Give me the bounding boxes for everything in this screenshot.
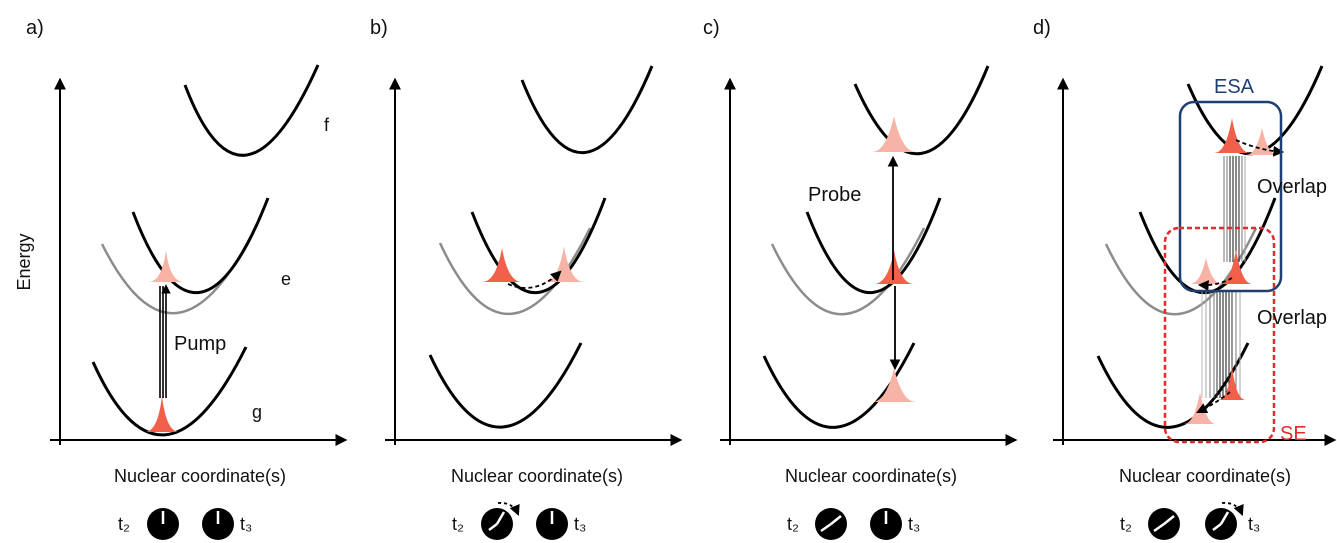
panel-b-motion-arrow — [507, 270, 562, 289]
panel-d-clock-t3-icon — [1205, 502, 1244, 540]
esa-box — [1178, 100, 1283, 293]
state-f-curve — [183, 64, 320, 157]
panel-b: b) Nuclear coordinate(s) t₂ t₃ — [370, 17, 683, 540]
se-overlap-stripes — [1201, 290, 1241, 398]
panel-a-x-axis-label: Nuclear coordinate(s) — [114, 466, 286, 486]
panel-c-wavepacket-g — [872, 368, 916, 402]
se-motion-arrow — [1196, 391, 1231, 413]
panel-c-wavepacket-f — [872, 116, 916, 152]
panel-d-letter: d) — [1033, 17, 1051, 39]
panel-b-clock-t3-icon — [536, 508, 568, 540]
overlap-label-lower: Overlap — [1257, 307, 1327, 329]
panel-c-t3-label: t₃ — [908, 514, 920, 534]
probe-label: Probe — [808, 184, 861, 206]
panel-d-wavepacket-f-light — [1246, 128, 1278, 155]
panel-a-clock-t3-icon — [202, 508, 234, 540]
ground-wavepacket — [146, 396, 178, 432]
panel-c-t2-label: t₂ — [787, 514, 799, 534]
panel-b-x-axis-label: Nuclear coordinate(s) — [451, 466, 623, 486]
state-f-label: f — [324, 115, 330, 135]
state-e-curve — [131, 197, 270, 294]
panel-d-wavepacket-e-dark — [1220, 250, 1252, 284]
panel-b-displaced-curve — [438, 227, 592, 316]
panel-d-clock-t2-icon — [1148, 508, 1180, 540]
panel-c-clock-t2-icon — [815, 508, 847, 540]
panel-b-state-f-curve — [520, 65, 654, 155]
panel-a: a) Energy Nuclear coordinate(s) f e g Pu… — [14, 17, 348, 540]
panel-d-wavepacket-e-light — [1190, 258, 1222, 284]
panel-a-letter: a) — [26, 17, 44, 39]
panel-c-state-f-curve — [853, 65, 990, 156]
state-g-label: g — [252, 402, 262, 422]
panel-d-wavepacket-f-dark — [1214, 118, 1250, 153]
panel-b-wavepacket-end — [544, 246, 584, 282]
panel-b-t2-label: t₂ — [452, 514, 464, 534]
panel-a-t3-label: t₃ — [240, 514, 252, 534]
state-g-curve — [91, 346, 248, 437]
panel-d-t3-label: t₃ — [1248, 514, 1260, 534]
panel-c-displaced-curve — [770, 227, 926, 316]
panel-d-wavepacket-g-dark — [1218, 366, 1246, 400]
panel-d-x-axis-label: Nuclear coordinate(s) — [1119, 466, 1291, 486]
panel-d-wavepacket-g-light — [1184, 392, 1216, 424]
esa-motion-arrow — [1235, 139, 1285, 157]
panel-c: c) Nuclear coordinate(s) Probe t₂ t₃ — [703, 17, 1018, 540]
esa-overlap-stripes — [1223, 156, 1246, 262]
panel-d-state-e-curve — [1138, 197, 1277, 294]
panel-b-state-e-curve — [470, 197, 607, 294]
panel-c-letter: c) — [703, 17, 720, 39]
panel-b-letter: b) — [370, 17, 388, 39]
panel-a-t2-label: t₂ — [118, 514, 130, 534]
se-label: SE — [1280, 423, 1307, 445]
panel-b-t3-label: t₃ — [574, 514, 586, 534]
state-e-label: e — [281, 269, 291, 289]
panel-c-clock-t3-icon — [870, 508, 902, 540]
energy-axis-label: Energy — [14, 233, 34, 290]
panel-a-clock-t2-icon — [147, 508, 179, 540]
panel-c-state-e-curve — [805, 197, 942, 294]
se-box — [1163, 226, 1276, 444]
e-motion-arrow — [1197, 277, 1233, 291]
overlap-label-upper: Overlap — [1257, 176, 1327, 198]
panel-d: d) Nuclear coordinate(s) — [1033, 17, 1337, 540]
panel-b-state-g-curve — [428, 342, 583, 429]
panel-d-state-f-curve — [1186, 65, 1324, 156]
panel-d-state-g-curve — [1096, 342, 1250, 429]
panel-c-wavepacket-e — [874, 250, 914, 284]
panel-b-wavepacket-start — [482, 248, 522, 282]
esa-label: ESA — [1214, 76, 1255, 98]
panel-c-x-axis-label: Nuclear coordinate(s) — [785, 466, 957, 486]
pump-label: Pump — [174, 333, 226, 355]
panel-d-t2-label: t₂ — [1120, 514, 1132, 534]
excited-wavepacket — [148, 250, 184, 282]
panel-b-clock-t2-icon — [481, 502, 520, 540]
